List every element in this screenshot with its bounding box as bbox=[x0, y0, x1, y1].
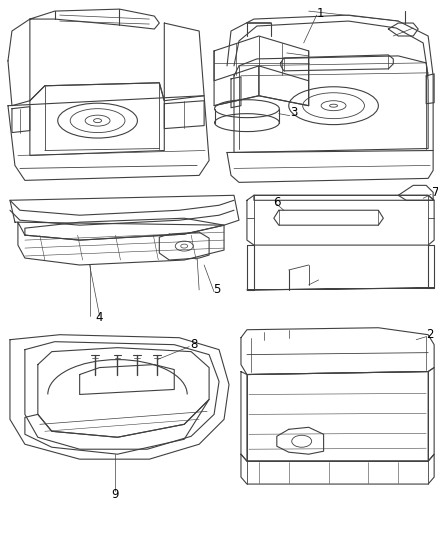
Text: 2: 2 bbox=[425, 328, 433, 341]
Text: 1: 1 bbox=[316, 6, 324, 20]
Text: 4: 4 bbox=[95, 311, 103, 324]
Text: 6: 6 bbox=[272, 196, 280, 209]
Text: 8: 8 bbox=[190, 338, 198, 351]
Text: 9: 9 bbox=[110, 488, 118, 500]
Text: 3: 3 bbox=[290, 106, 297, 119]
Text: 5: 5 bbox=[213, 284, 220, 296]
Text: 7: 7 bbox=[431, 186, 438, 199]
